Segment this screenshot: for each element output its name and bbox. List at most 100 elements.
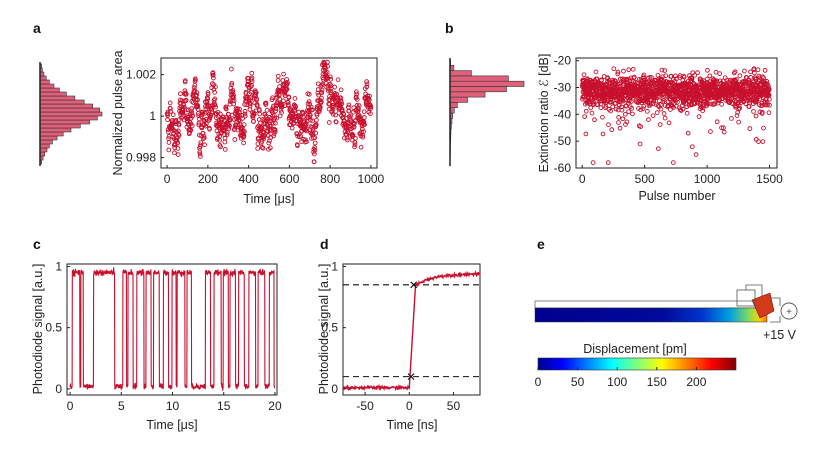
a-data-point <box>267 145 273 151</box>
d-threshold-markers <box>407 281 418 381</box>
a-data-point <box>273 120 278 126</box>
b-y-tick-label: -20 <box>554 54 572 68</box>
a-data-point <box>327 74 333 80</box>
a-x-axis-label: Time [μs] <box>243 192 294 206</box>
b-data-point <box>605 160 611 165</box>
a-data-point <box>364 81 370 87</box>
b-data-point <box>622 111 628 117</box>
a-data-point <box>165 129 171 135</box>
a-data-point <box>218 111 223 117</box>
a-data-point <box>316 92 322 98</box>
b-data-point <box>599 77 604 83</box>
b-data-point <box>721 125 726 131</box>
a-data-point <box>182 78 188 84</box>
a-data-point <box>281 71 286 77</box>
a-x-tick-label: 400 <box>239 172 259 186</box>
b-data-point <box>689 144 695 150</box>
a-data-point <box>304 139 309 145</box>
a-data-point <box>292 96 298 101</box>
d-plot-frame <box>342 263 481 396</box>
a-data-point <box>201 133 207 139</box>
e-beam-structure: + <box>534 284 798 323</box>
a-data-point <box>203 121 209 127</box>
a-data-point <box>311 159 317 165</box>
a-data-point <box>197 149 203 155</box>
b-data-point <box>630 111 635 117</box>
a-data-point <box>274 115 279 121</box>
b-plot-frame <box>575 57 778 169</box>
b-data-point <box>693 152 699 157</box>
b-data-point <box>673 73 678 79</box>
a-data-point <box>224 132 230 138</box>
a-data-point <box>267 128 273 134</box>
b-data-point <box>717 78 723 84</box>
a-data-point <box>286 103 291 108</box>
b-data-point <box>719 102 725 107</box>
b-data-point <box>671 105 676 110</box>
c-signal-trace <box>69 267 276 391</box>
b-data-point <box>732 69 738 75</box>
b-data-point <box>712 101 718 107</box>
b-data-point <box>600 114 605 120</box>
b-data-point <box>753 137 759 142</box>
a-x-tick-label: 800 <box>320 172 340 186</box>
a-data-point <box>248 89 254 95</box>
b-data-point <box>617 125 623 131</box>
b-data-point <box>631 74 637 80</box>
b-data-point <box>762 68 768 73</box>
a-data-point <box>213 84 218 90</box>
a-data-point <box>218 144 223 150</box>
a-data-point <box>263 102 269 107</box>
b-data-point <box>734 77 739 82</box>
a-x-tick-label: 200 <box>198 172 218 186</box>
a-data-point <box>189 108 194 114</box>
e-colorbar-tick-label: 50 <box>571 375 585 389</box>
a-data-point <box>220 116 225 122</box>
b-data-point <box>641 103 647 109</box>
a-data-point <box>188 127 194 133</box>
histogram-bar <box>39 127 72 133</box>
b-data-point <box>598 105 604 111</box>
a-data-point <box>272 129 278 135</box>
c-y-ticks: 00.51 <box>45 259 70 396</box>
a-data-point <box>255 146 261 151</box>
a-data-point <box>222 139 228 145</box>
a-data-point <box>198 140 204 145</box>
b-data-point <box>620 116 626 122</box>
a-data-point <box>200 111 205 117</box>
c-x-tick-label: 10 <box>166 399 180 413</box>
a-data-point <box>235 122 241 128</box>
a-data-point <box>307 114 313 120</box>
a-data-point <box>358 144 364 150</box>
histogram-bar <box>39 115 98 121</box>
a-data-point <box>168 106 173 111</box>
a-data-point <box>281 98 286 104</box>
a-data-point <box>197 151 203 157</box>
a-data-point <box>259 145 265 150</box>
histogram-bar <box>39 79 50 85</box>
a-data-point <box>207 126 212 132</box>
a-data-point <box>204 109 209 115</box>
b-y-tick-label: -60 <box>554 161 572 175</box>
a-data-point <box>306 99 312 104</box>
a-data-point <box>361 129 366 135</box>
b-data-point <box>684 110 690 116</box>
b-data-point <box>609 99 614 105</box>
e-beam-displacement-map <box>534 307 768 323</box>
b-data-point <box>692 101 698 106</box>
a-data-point <box>356 103 362 108</box>
d-y-tick-label: 1 <box>331 259 338 273</box>
b-x-axis-label: Pulse number <box>638 189 715 203</box>
histogram-bar <box>39 111 103 117</box>
b-data-point <box>626 109 631 114</box>
a-data-point <box>272 127 278 133</box>
a-data-point <box>203 123 209 129</box>
panel-b: 0 500 1000 1500 -60 -50 -40 -30 -20 Pulse numbe… <box>449 54 783 203</box>
a-x-tick-label: 600 <box>279 172 299 186</box>
a-data-point <box>273 108 278 114</box>
a-data-point <box>212 90 217 95</box>
a-data-point <box>180 110 186 116</box>
histogram-bar <box>39 143 50 149</box>
e-voltage-source-icon <box>780 302 798 320</box>
b-data-point <box>600 131 606 137</box>
